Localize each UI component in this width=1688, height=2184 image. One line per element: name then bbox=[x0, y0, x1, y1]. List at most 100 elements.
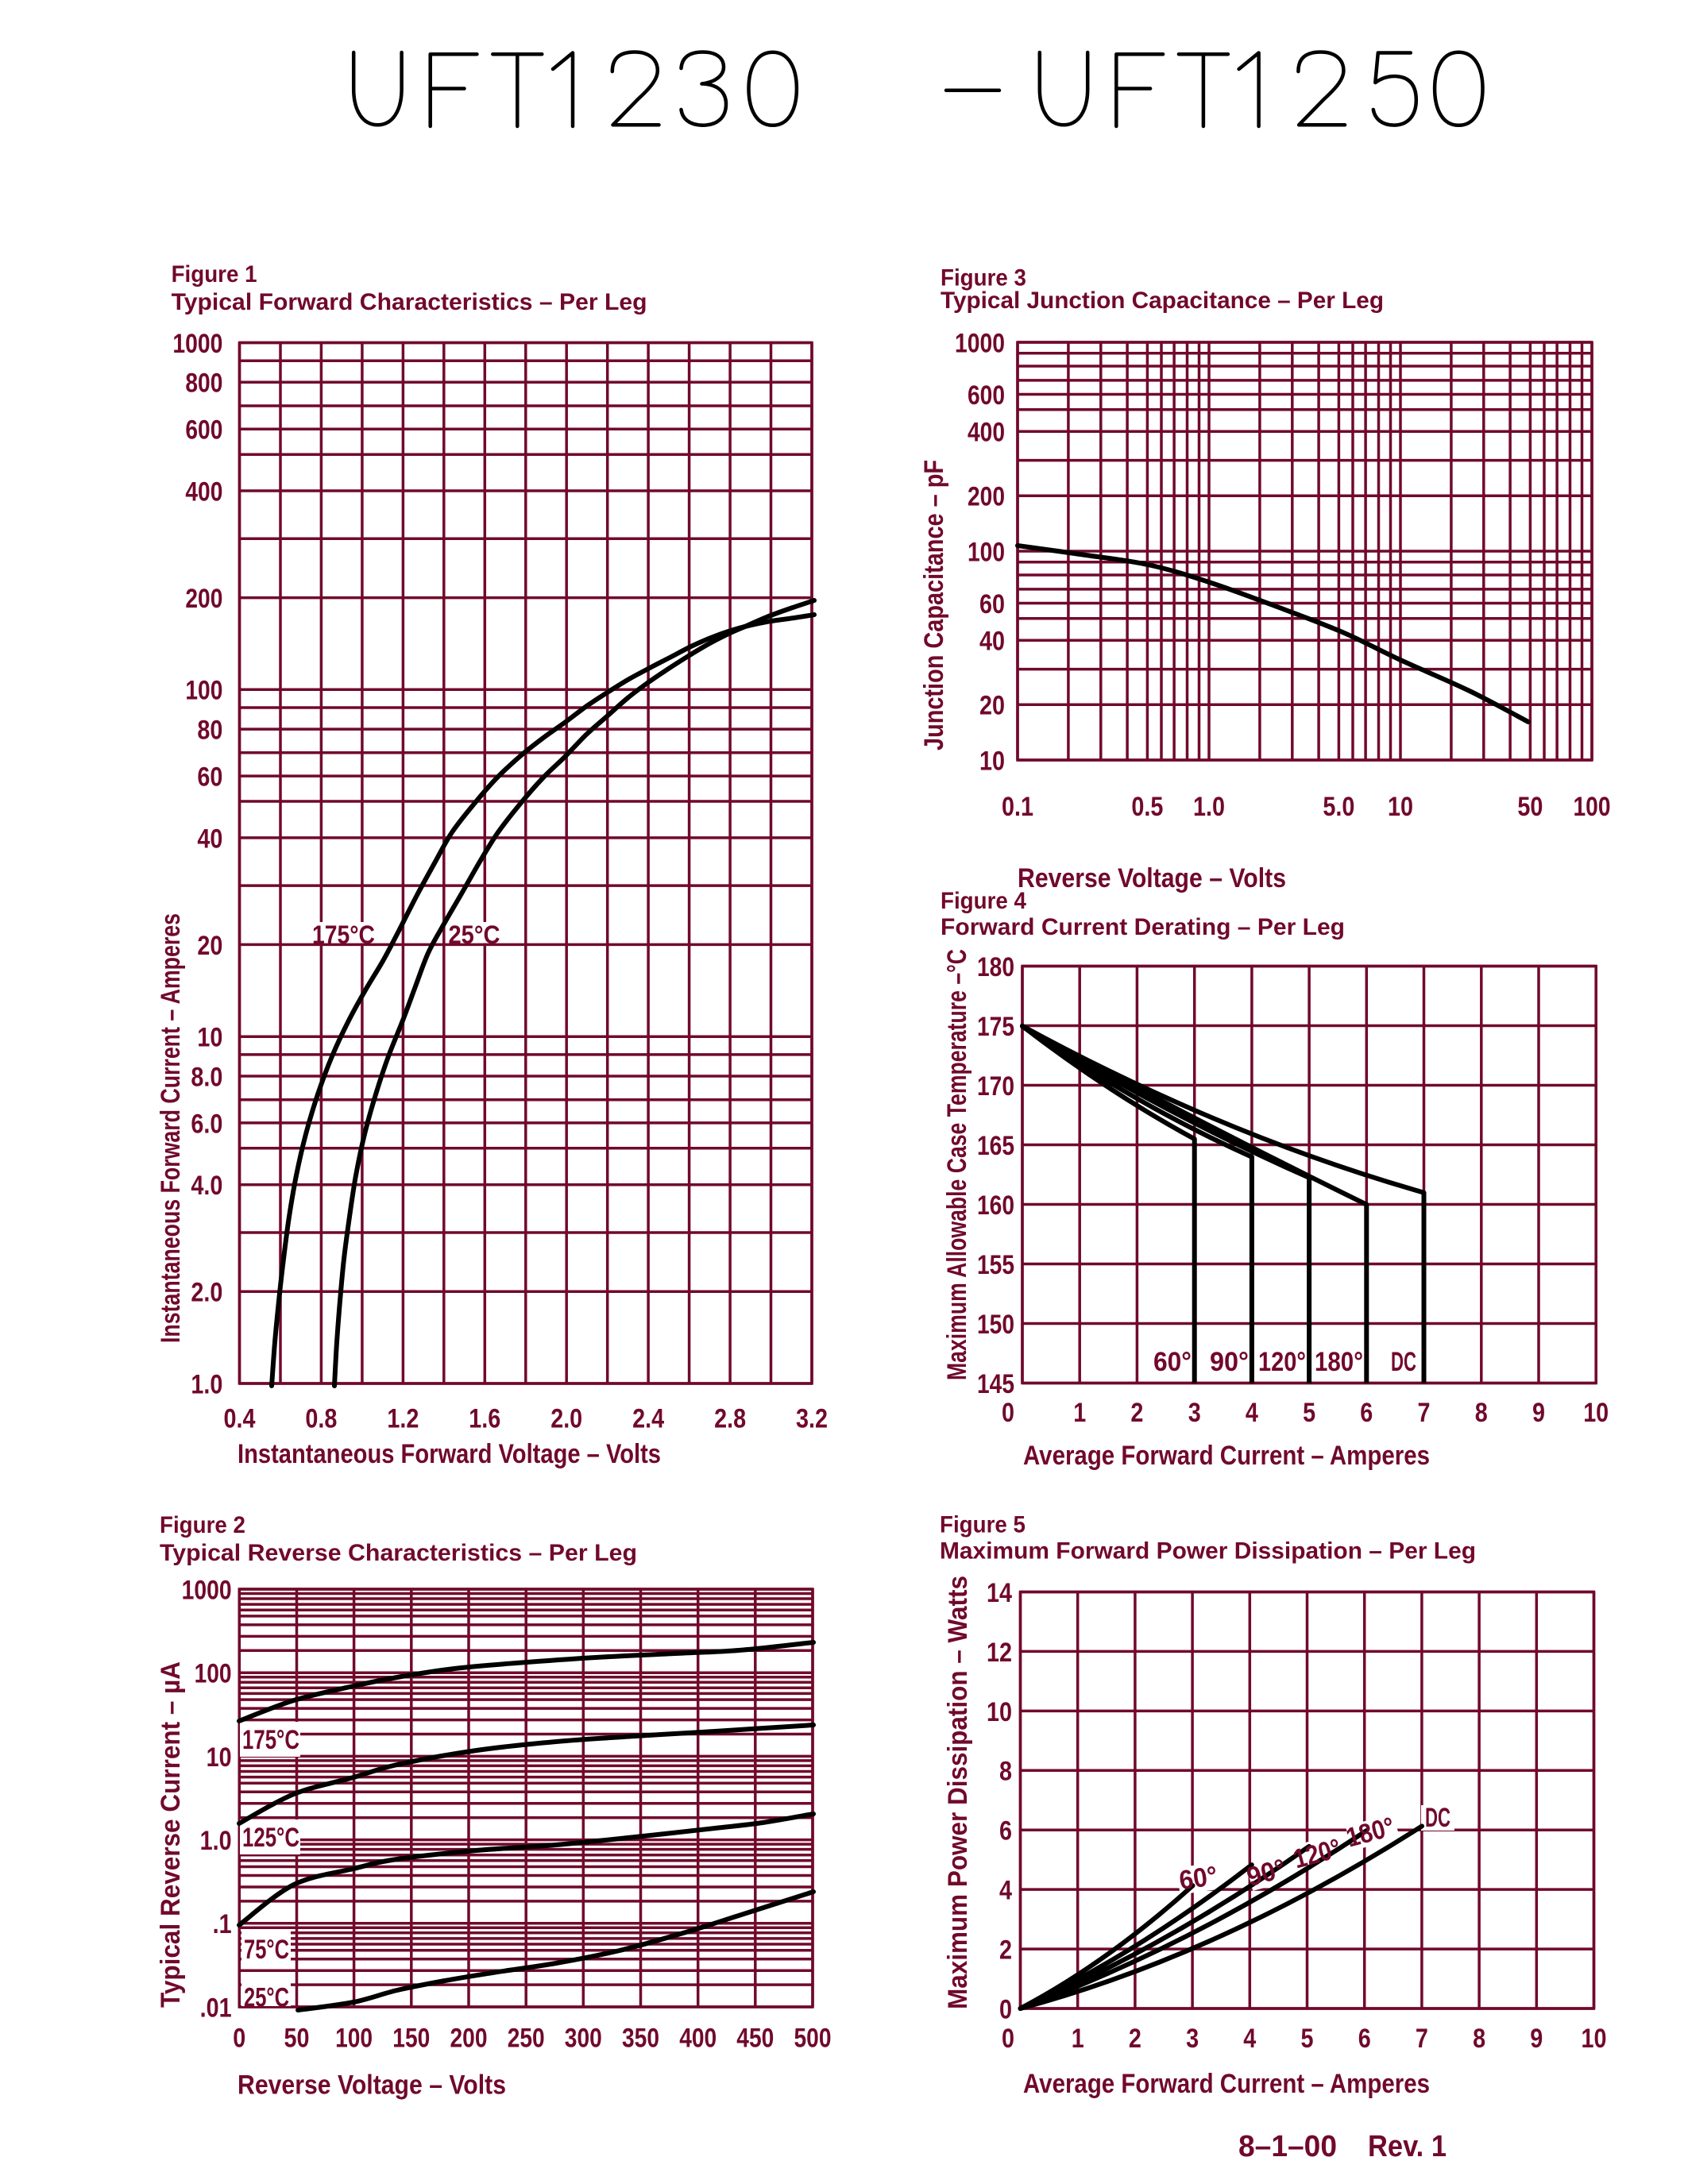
svg-text:8.0: 8.0 bbox=[191, 1062, 222, 1092]
svg-text:1: 1 bbox=[1073, 1398, 1086, 1428]
svg-text:175°C: 175°C bbox=[242, 1725, 299, 1755]
svg-text:Maximum Forward Power Dissipat: Maximum Forward Power Dissipation – Per … bbox=[940, 1538, 1476, 1565]
svg-text:3.2: 3.2 bbox=[796, 1403, 828, 1433]
svg-text:5: 5 bbox=[1303, 1398, 1315, 1428]
svg-text:6: 6 bbox=[999, 1816, 1012, 1846]
svg-text:6: 6 bbox=[1358, 2024, 1371, 2054]
svg-text:160: 160 bbox=[977, 1190, 1014, 1221]
svg-text:Forward Current Derating – Per: Forward Current Derating – Per Leg bbox=[941, 914, 1345, 940]
svg-text:4: 4 bbox=[1243, 2024, 1256, 2054]
svg-text:Figure 2: Figure 2 bbox=[160, 1512, 245, 1538]
svg-text:10: 10 bbox=[207, 1742, 232, 1773]
svg-text:175: 175 bbox=[977, 1012, 1014, 1042]
svg-text:40: 40 bbox=[197, 824, 222, 854]
svg-text:450: 450 bbox=[736, 2023, 774, 2053]
svg-text:350: 350 bbox=[622, 2023, 659, 2053]
svg-text:6.0: 6.0 bbox=[191, 1109, 222, 1139]
svg-text:150: 150 bbox=[977, 1310, 1014, 1340]
svg-text:250: 250 bbox=[508, 2023, 545, 2053]
svg-text:200: 200 bbox=[968, 482, 1005, 512]
svg-text:175°C: 175°C bbox=[312, 920, 375, 949]
svg-text:400: 400 bbox=[185, 477, 222, 507]
svg-text:Typical Reverse Current – µA: Typical Reverse Current – µA bbox=[156, 1661, 186, 2008]
svg-text:2: 2 bbox=[999, 1935, 1012, 1966]
svg-text:180°: 180° bbox=[1315, 1347, 1363, 1377]
svg-text:170: 170 bbox=[977, 1071, 1014, 1102]
svg-text:Typical Forward Characteristic: Typical Forward Characteristics – Per Le… bbox=[172, 289, 647, 315]
svg-text:1000: 1000 bbox=[172, 329, 222, 359]
svg-text:1000: 1000 bbox=[955, 328, 1005, 358]
svg-text:180: 180 bbox=[977, 952, 1014, 982]
svg-text:2.8: 2.8 bbox=[714, 1403, 746, 1433]
svg-text:1.0: 1.0 bbox=[200, 1826, 232, 1856]
svg-text:Typical Junction Capacitance –: Typical Junction Capacitance – Per Leg bbox=[941, 287, 1384, 314]
svg-text:8: 8 bbox=[1473, 2024, 1485, 2054]
svg-text:200: 200 bbox=[450, 2023, 488, 2053]
svg-text:0: 0 bbox=[1002, 1398, 1014, 1428]
svg-text:3: 3 bbox=[1188, 1398, 1201, 1428]
svg-text:1.0: 1.0 bbox=[191, 1369, 222, 1399]
svg-text:DC: DC bbox=[1425, 1803, 1450, 1833]
svg-text:1: 1 bbox=[1072, 2024, 1084, 2054]
svg-text:400: 400 bbox=[679, 2023, 717, 2053]
svg-text:Figure 4: Figure 4 bbox=[941, 888, 1026, 914]
svg-text:200: 200 bbox=[185, 584, 222, 614]
svg-text:0: 0 bbox=[999, 1994, 1012, 2024]
svg-text:90°: 90° bbox=[1210, 1347, 1249, 1377]
svg-text:DC: DC bbox=[1391, 1347, 1416, 1377]
svg-text:60°: 60° bbox=[1177, 1861, 1219, 1896]
svg-text:9: 9 bbox=[1532, 1398, 1545, 1428]
svg-text:7: 7 bbox=[1418, 1398, 1431, 1428]
svg-text:Reverse Voltage – Volts: Reverse Voltage – Volts bbox=[1018, 863, 1286, 893]
svg-text:.01: .01 bbox=[200, 1993, 232, 2023]
svg-text:Maximum Allowable Case Tempera: Maximum Allowable Case Temperature –°C bbox=[942, 949, 972, 1380]
svg-text:Figure 5: Figure 5 bbox=[940, 1512, 1026, 1538]
svg-text:8: 8 bbox=[1475, 1398, 1488, 1428]
svg-text:145: 145 bbox=[977, 1369, 1014, 1399]
svg-text:Instantaneous Forward Voltage: Instantaneous Forward Voltage – Volts bbox=[238, 1439, 661, 1469]
svg-text:8: 8 bbox=[999, 1757, 1012, 1787]
svg-text:50: 50 bbox=[284, 2023, 310, 2053]
svg-text:100: 100 bbox=[1574, 792, 1611, 822]
svg-text:Figure 1: Figure 1 bbox=[172, 261, 257, 287]
svg-text:Typical Reverse Characteristic: Typical Reverse Characteristics – Per Le… bbox=[160, 1540, 637, 1566]
svg-text:5: 5 bbox=[1301, 2024, 1314, 2054]
svg-text:2: 2 bbox=[1129, 2024, 1141, 2054]
svg-text:0.8: 0.8 bbox=[305, 1403, 337, 1433]
svg-text:0.1: 0.1 bbox=[1002, 792, 1033, 822]
svg-text:50: 50 bbox=[1517, 792, 1543, 822]
svg-text:400: 400 bbox=[968, 418, 1005, 448]
svg-text:4: 4 bbox=[999, 1876, 1012, 1906]
svg-text:3: 3 bbox=[1186, 2024, 1199, 2054]
svg-text:10: 10 bbox=[1388, 792, 1413, 822]
svg-text:10: 10 bbox=[979, 746, 1005, 776]
svg-text:1.2: 1.2 bbox=[387, 1403, 419, 1433]
svg-text:Junction Capacitance – pF: Junction Capacitance – pF bbox=[919, 460, 949, 751]
svg-text:100: 100 bbox=[335, 2023, 373, 2053]
svg-text:800: 800 bbox=[185, 369, 222, 399]
svg-text:60: 60 bbox=[197, 762, 222, 793]
svg-text:1.0: 1.0 bbox=[1193, 792, 1225, 822]
svg-text:600: 600 bbox=[185, 415, 222, 446]
svg-text:600: 600 bbox=[968, 380, 1005, 411]
svg-text:100: 100 bbox=[185, 676, 222, 706]
svg-text:125°C: 125°C bbox=[242, 1823, 299, 1853]
svg-text:10: 10 bbox=[1582, 2024, 1607, 2054]
svg-text:10: 10 bbox=[987, 1697, 1012, 1727]
svg-text:2.0: 2.0 bbox=[191, 1278, 222, 1308]
svg-text:80: 80 bbox=[197, 716, 222, 746]
svg-text:60: 60 bbox=[979, 589, 1005, 619]
svg-text:2.0: 2.0 bbox=[550, 1403, 582, 1433]
svg-text:0: 0 bbox=[233, 2023, 245, 2053]
svg-text:Rev. 1: Rev. 1 bbox=[1368, 2130, 1447, 2163]
svg-text:4.0: 4.0 bbox=[191, 1171, 222, 1201]
svg-text:4: 4 bbox=[1246, 1398, 1258, 1428]
svg-text:10: 10 bbox=[197, 1023, 222, 1053]
svg-text:2: 2 bbox=[1130, 1398, 1143, 1428]
svg-text:25°C: 25°C bbox=[244, 1983, 289, 2013]
svg-text:100: 100 bbox=[195, 1659, 232, 1689]
svg-text:.1: .1 bbox=[213, 1909, 232, 1939]
svg-text:25°C: 25°C bbox=[449, 920, 500, 949]
svg-text:20: 20 bbox=[979, 691, 1005, 721]
svg-text:Reverse Voltage – Volts: Reverse Voltage – Volts bbox=[238, 2070, 506, 2100]
